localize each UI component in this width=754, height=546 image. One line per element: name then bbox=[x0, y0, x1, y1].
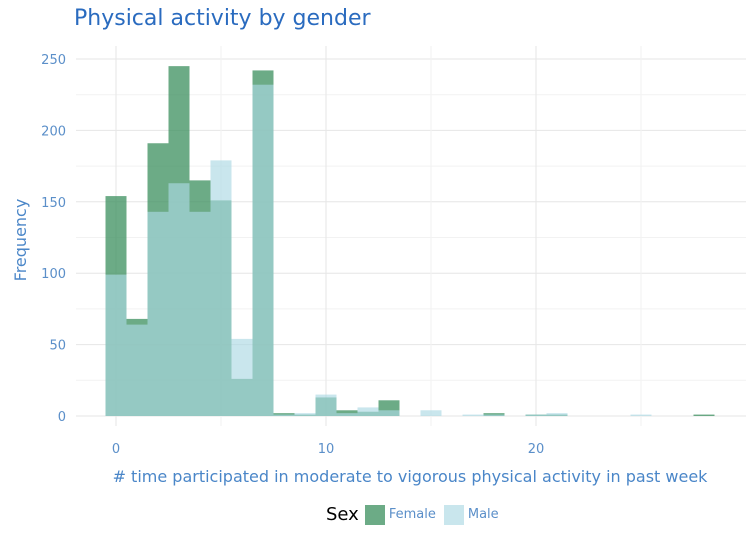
histogram-plot: 0 50 100 150 200 250 0 10 20 # time participated… bbox=[11, 46, 746, 486]
bar-male bbox=[357, 407, 379, 416]
bar-male bbox=[462, 414, 484, 416]
y-tick-label: 50 bbox=[49, 339, 66, 354]
bar-male bbox=[210, 160, 232, 416]
bar-male bbox=[231, 338, 253, 416]
x-tick-label: 20 bbox=[528, 442, 545, 457]
y-tick-label: 0 bbox=[58, 410, 66, 425]
bar-male bbox=[126, 324, 148, 416]
y-tick-label: 100 bbox=[41, 267, 66, 282]
legend: Sex Female Male bbox=[326, 504, 507, 525]
y-tick-label: 200 bbox=[41, 124, 66, 139]
bar-male bbox=[315, 394, 337, 416]
legend-title: Sex bbox=[326, 504, 359, 525]
bar-male bbox=[630, 414, 652, 416]
bar-male bbox=[252, 84, 274, 416]
bar-male bbox=[273, 414, 295, 416]
y-tick-label: 250 bbox=[41, 53, 66, 68]
bar-male bbox=[483, 414, 505, 416]
bar-male bbox=[420, 410, 442, 416]
bar-female bbox=[336, 410, 358, 416]
bar-male bbox=[525, 414, 547, 416]
bar-male bbox=[294, 413, 316, 416]
y-tick-label: 150 bbox=[41, 196, 66, 211]
y-axis-title: Frequency bbox=[11, 199, 30, 282]
bar-male bbox=[147, 211, 169, 416]
chart-title: Physical activity by gender bbox=[74, 6, 371, 31]
bar-female bbox=[693, 414, 715, 416]
x-tick-label: 10 bbox=[318, 442, 335, 457]
legend-item-female: Female bbox=[364, 504, 440, 525]
axis-labels: 0 50 100 150 200 250 0 10 20 bbox=[41, 53, 544, 457]
x-tick-label: 0 bbox=[112, 442, 120, 457]
bars bbox=[105, 66, 715, 416]
legend-item-male: Male bbox=[443, 504, 503, 525]
legend-label-female: Female bbox=[388, 507, 436, 522]
bar-male bbox=[546, 413, 568, 416]
legend-swatch-male bbox=[443, 504, 464, 525]
bar-male bbox=[336, 413, 358, 416]
bar-male bbox=[189, 211, 211, 416]
bar-male bbox=[378, 410, 400, 416]
bar-male bbox=[168, 183, 190, 416]
bar-male bbox=[105, 274, 127, 416]
legend-label-male: Male bbox=[467, 507, 499, 522]
x-axis-title: # time participated in moderate to vigor… bbox=[113, 467, 709, 486]
legend-swatch-female bbox=[364, 504, 385, 525]
